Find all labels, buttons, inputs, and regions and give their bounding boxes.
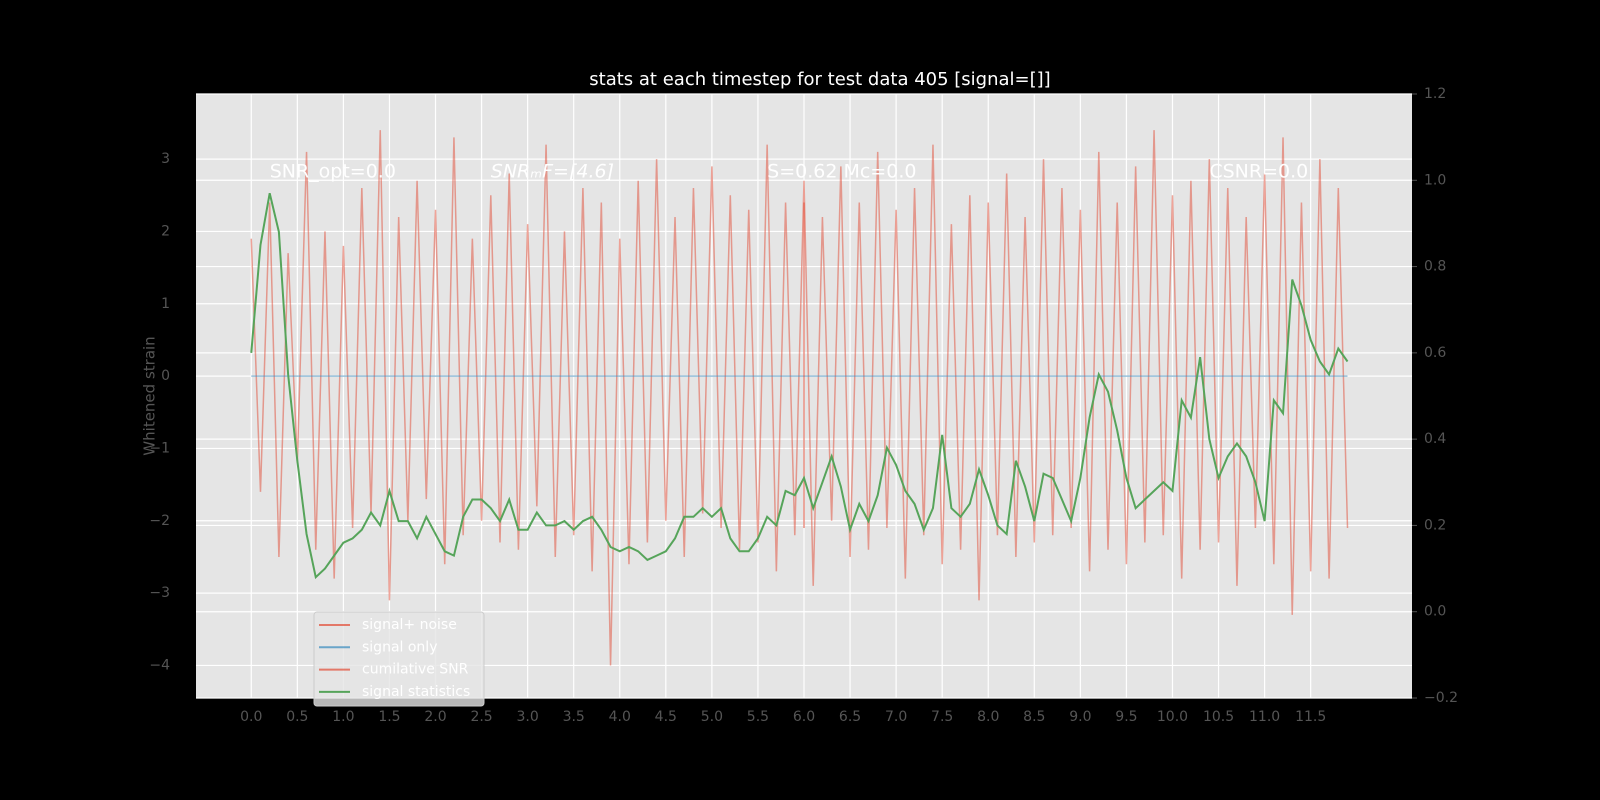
x-tick-label: 7.5 <box>931 709 953 725</box>
y-tick-label: 0 <box>161 368 170 384</box>
x-tick-label: 9.5 <box>1115 709 1137 725</box>
annotation: SNR_opt=0.0 <box>270 161 396 183</box>
x-tick-label: 8.0 <box>977 709 999 725</box>
y-tick-label: −3 <box>149 585 170 601</box>
x-tick-label: 11.5 <box>1295 709 1326 725</box>
x-tick-label: 2.0 <box>424 709 446 725</box>
y2-tick-label: 0.8 <box>1424 259 1446 275</box>
legend-label: signal only <box>362 639 437 655</box>
legend-label: signal statistics <box>362 684 470 700</box>
annotation: SNRₘF=[4.6] <box>491 161 614 183</box>
y2-tick-label: 0.6 <box>1424 345 1446 361</box>
annotation: S=0.62 Mc=0.0 <box>767 161 916 183</box>
x-tick-label: 5.5 <box>747 709 769 725</box>
y-tick-label: −2 <box>149 513 170 529</box>
legend-box <box>313 611 485 707</box>
x-tick-label: 0.5 <box>286 709 308 725</box>
x-tick-label: 6.5 <box>839 709 861 725</box>
x-tick-label: 4.0 <box>609 709 631 725</box>
y2-tick-label: 0.2 <box>1424 517 1446 533</box>
y-tick-label: −1 <box>149 440 170 456</box>
y-tick-label: −4 <box>149 657 170 673</box>
chart-title: stats at each timestep for test data 405… <box>589 69 1050 90</box>
y2-tick-label: 0.4 <box>1424 431 1446 447</box>
x-tick-label: 4.5 <box>655 709 677 725</box>
series-line <box>250 192 1349 580</box>
y-axis-label: Whitened strain <box>141 336 159 455</box>
legend-label: signal+ noise <box>362 617 457 633</box>
legend-label: cumilative SNR <box>362 662 469 678</box>
x-tick-label: 6.0 <box>793 709 815 725</box>
x-tick-label: 7.0 <box>885 709 907 725</box>
series-line <box>250 130 1349 666</box>
x-tick-label: 0.0 <box>240 709 262 725</box>
x-tick-label: 9.0 <box>1069 709 1091 725</box>
annotation: CSNR=0.0 <box>1209 161 1308 183</box>
y-tick-label: 3 <box>161 151 170 167</box>
y-tick-label: 2 <box>161 223 170 239</box>
x-tick-label: 11.0 <box>1249 709 1280 725</box>
y-tick-label: 1 <box>161 296 170 312</box>
x-tick-label: 10.0 <box>1157 709 1188 725</box>
x-tick-label: 2.5 <box>470 709 492 725</box>
x-tick-label: 5.0 <box>701 709 723 725</box>
x-tick-label: 1.5 <box>378 709 400 725</box>
x-tick-label: 1.0 <box>332 709 354 725</box>
x-tick-label: 8.5 <box>1023 709 1045 725</box>
y2-tick-label: 0.0 <box>1424 604 1446 620</box>
x-tick-label: 10.5 <box>1203 709 1234 725</box>
x-tick-label: 3.5 <box>563 709 585 725</box>
x-tick-label: 3.0 <box>517 709 539 725</box>
y2-tick-label: 1.2 <box>1424 86 1446 102</box>
y2-tick-label: 1.0 <box>1424 172 1446 188</box>
y2-tick-label: −0.2 <box>1424 690 1458 706</box>
